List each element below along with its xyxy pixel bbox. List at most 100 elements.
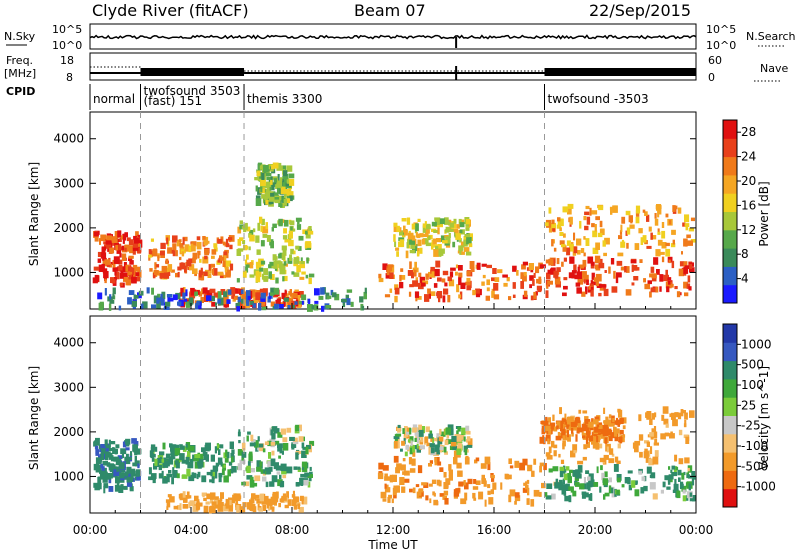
- scatter-cell: [436, 449, 441, 455]
- scatter-cell: [545, 495, 552, 500]
- scatter-cell: [273, 498, 279, 503]
- scatter-cell: [114, 231, 119, 239]
- scatter-cell: [270, 458, 276, 467]
- scatter-cell: [547, 438, 550, 442]
- scatter-cell: [217, 259, 221, 263]
- scatter-cell: [658, 209, 662, 215]
- scatter-cell: [523, 272, 527, 277]
- noise-left-tick-bottom: 10^0: [52, 39, 82, 52]
- scatter-cell: [150, 447, 155, 452]
- scatter-cell: [128, 266, 132, 272]
- scatter-cell: [434, 444, 440, 452]
- scatter-cell: [113, 469, 117, 477]
- scatter-cell: [293, 250, 296, 255]
- scatter-cell: [195, 303, 200, 309]
- scatter-cell: [293, 504, 298, 510]
- scatter-cell: [101, 263, 105, 271]
- scatter-cell: [423, 238, 429, 245]
- scatter-cell: [567, 207, 572, 215]
- scatter-cell: [115, 444, 120, 449]
- scatter-cell: [555, 478, 559, 486]
- scatter-cell: [560, 426, 566, 432]
- scatter-cell: [613, 270, 616, 279]
- scatter-cell: [611, 453, 615, 457]
- scatter-cell: [651, 235, 657, 240]
- scatter-cell: [691, 471, 696, 476]
- scatter-cell: [95, 437, 100, 446]
- scatter-cell: [526, 498, 530, 505]
- scatter-cell: [287, 499, 292, 506]
- scatter-cell: [196, 499, 200, 504]
- scatter-cell: [252, 303, 257, 308]
- scatter-cell: [196, 236, 201, 241]
- scatter-cell: [132, 271, 136, 279]
- scatter-cell: [675, 205, 678, 210]
- scatter-cell: [186, 468, 191, 477]
- scatter-cell: [668, 474, 674, 480]
- scatter-cell: [275, 277, 279, 284]
- scatter-cell: [296, 294, 301, 303]
- scatter-cell: [650, 266, 655, 273]
- scatter-cell: [579, 264, 585, 269]
- scatter-cell: [251, 439, 256, 443]
- scatter-cell: [197, 244, 201, 248]
- scatter-cell: [269, 292, 274, 296]
- scatter-cell: [568, 416, 574, 425]
- scatter-cell: [573, 246, 578, 254]
- scatter-cell: [260, 186, 263, 193]
- scatter-cell: [254, 475, 261, 482]
- scatter-cell: [247, 295, 251, 300]
- scatter-cell: [301, 300, 304, 305]
- scatter-cell: [412, 245, 416, 254]
- scatter-cell: [269, 481, 275, 487]
- scatter-cell: [634, 440, 641, 446]
- scatter-cell: [635, 205, 641, 214]
- scatter-cell: [638, 228, 643, 234]
- scatter-cell: [190, 289, 197, 296]
- scatter-cell: [308, 299, 311, 306]
- scatter-cell: [100, 463, 104, 469]
- scatter-cell: [186, 491, 190, 499]
- scatter-cell: [406, 217, 411, 225]
- scatter-cell: [548, 468, 553, 473]
- scatter-cell: [419, 445, 425, 450]
- scatter-cell: [269, 261, 275, 266]
- scatter-cell: [416, 443, 419, 449]
- scatter-cell: [679, 483, 684, 489]
- cpid-mode-label: twofsound -3503: [548, 92, 649, 106]
- scatter-cell: [556, 267, 561, 272]
- scatter-cell: [603, 252, 607, 257]
- scatter-cell: [674, 412, 679, 418]
- scatter-cell: [241, 442, 246, 451]
- scatter-cell: [573, 450, 577, 454]
- scatter-cell: [473, 497, 477, 501]
- scatter-cell: [119, 253, 122, 258]
- scatter-cell: [272, 162, 279, 169]
- scatter-cell: [281, 450, 284, 455]
- scatter-cell: [255, 195, 261, 199]
- scatter-cell: [593, 277, 599, 282]
- scatter-cell: [392, 474, 397, 482]
- scatter-cell: [448, 464, 452, 471]
- scatter-cell: [436, 479, 441, 486]
- scatter-cell: [175, 460, 179, 466]
- scatter-cell: [582, 456, 587, 461]
- scatter-cell: [152, 249, 158, 257]
- scatter-cell: [359, 296, 364, 303]
- scatter-cell: [211, 476, 215, 484]
- scatter-cell: [468, 243, 473, 248]
- scatter-cell: [245, 264, 251, 268]
- scatter-cell: [548, 258, 554, 266]
- scatter-cell: [459, 219, 465, 223]
- scatter-cell: [591, 210, 598, 215]
- scatter-cell: [308, 273, 315, 278]
- scatter-cell: [109, 300, 115, 304]
- scatter-cell: [551, 239, 554, 247]
- scatter-cell: [570, 450, 576, 458]
- scatter-cell: [192, 257, 196, 264]
- scatter-cell: [433, 229, 438, 233]
- scatter-cell: [182, 491, 186, 498]
- scatter-cell: [222, 254, 227, 261]
- scatter-cell: [297, 467, 302, 472]
- scatter-cell: [433, 499, 438, 506]
